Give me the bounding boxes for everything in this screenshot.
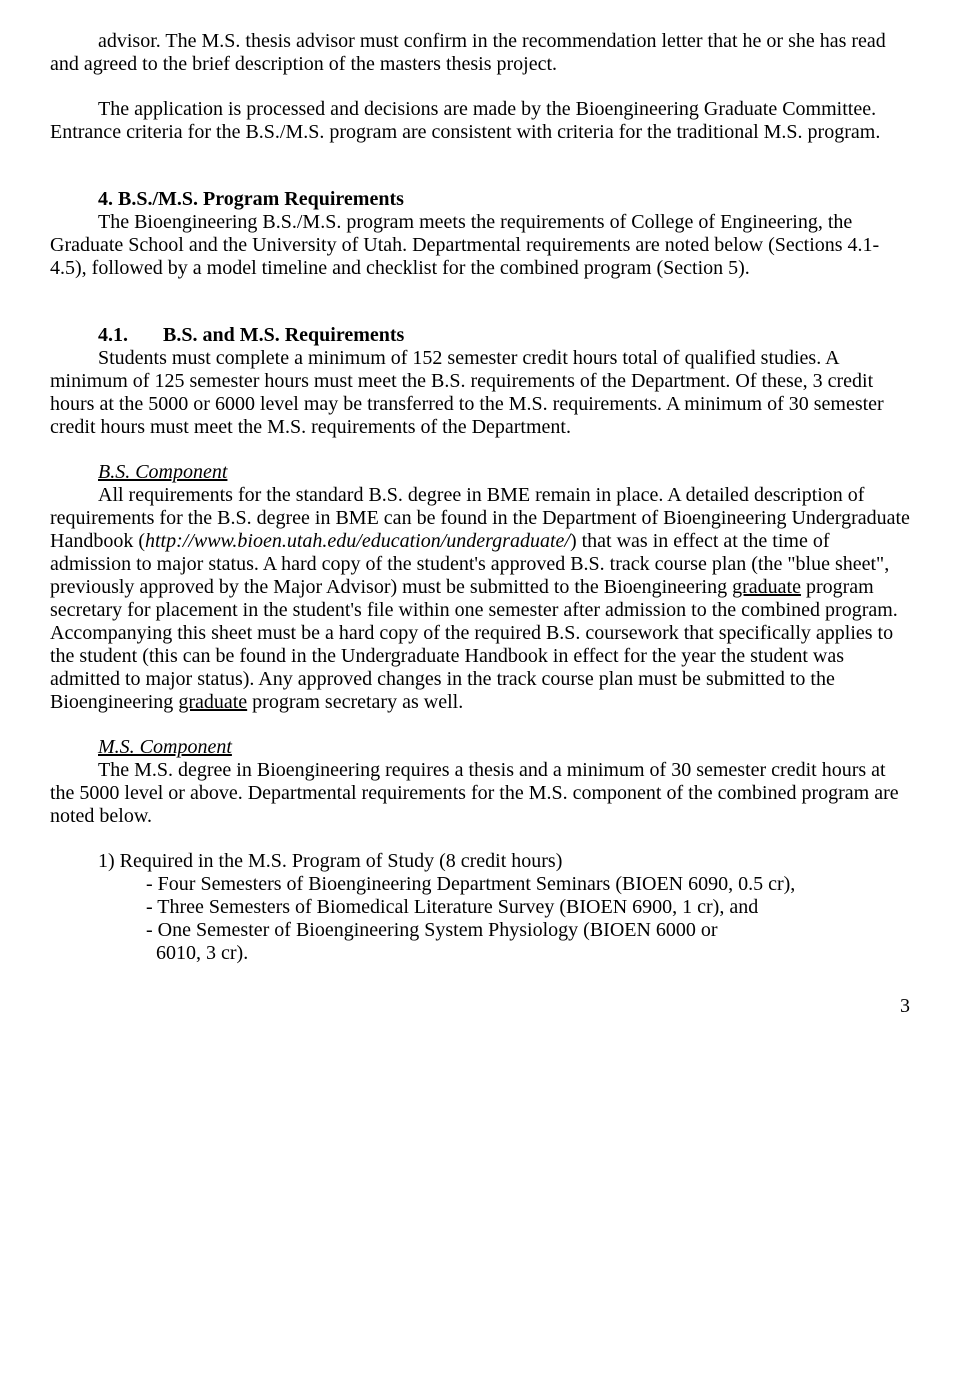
text-underlined: graduate <box>178 691 247 713</box>
subsection-title: B.S. Component <box>98 461 227 483</box>
section-number: 4.1. <box>98 324 128 346</box>
text: Students must complete a minimum of 152 … <box>98 347 756 369</box>
list-item: - Four Semesters of Bioengineering Depar… <box>50 873 910 896</box>
list-item: - One Semester of Bioengineering System … <box>50 919 910 942</box>
section-title: B.S./M.S. Program Requirements <box>118 188 404 210</box>
section-41-body: Students must complete a minimum of 152 … <box>50 347 910 439</box>
page-number: 3 <box>50 995 910 1018</box>
bs-component-title: B.S. Component <box>50 461 910 484</box>
url-text: http://www.bioen.utah.edu/education/unde… <box>145 530 570 552</box>
section-title: B.S. and M.S. Requirements <box>163 324 404 346</box>
paragraph-advisor: advisor. The M.S. thesis advisor must co… <box>50 30 910 76</box>
text: The application is processed and decisio… <box>98 98 777 120</box>
section-number: 4. <box>50 188 113 211</box>
text: - Four Semesters of Bioengineering Depar… <box>146 873 795 895</box>
text: 6010, 3 cr). <box>146 942 248 964</box>
text: - One Semester of Bioengineering System … <box>146 919 718 941</box>
section-4-body: The Bioengineering B.S./M.S. program mee… <box>50 211 910 280</box>
ms-component-body: The M.S. degree in Bioengineering requir… <box>50 759 910 828</box>
required-heading: 1) Required in the M.S. Program of Study… <box>50 850 910 873</box>
section-4-heading: 4. B.S./M.S. Program Requirements <box>50 188 910 211</box>
bs-component-body: All requirements for the standard B.S. d… <box>50 484 910 714</box>
text: All requirements for the standard B.S. d… <box>98 484 749 506</box>
text: advisor. The M.S. thesis advisor must co… <box>98 30 783 52</box>
text: - Three Semesters of Biomedical Literatu… <box>146 896 758 918</box>
list-item-continuation: 6010, 3 cr). <box>50 942 910 965</box>
paragraph-application: The application is processed and decisio… <box>50 98 910 144</box>
subsection-title: M.S. Component <box>98 736 232 758</box>
text: 3 <box>900 995 910 1017</box>
text: The M.S. degree in Bioengineering requir… <box>98 759 817 781</box>
text-underlined: graduate <box>732 576 801 598</box>
ms-component-title: M.S. Component <box>50 736 910 759</box>
text: program secretary as well. <box>247 691 463 713</box>
list-item: - Three Semesters of Biomedical Literatu… <box>50 896 910 919</box>
section-41-heading: 4.1. B.S. and M.S. Requirements <box>50 324 910 347</box>
text: The Bioengineering B.S./M.S. program mee… <box>98 211 715 233</box>
text: 1) Required in the M.S. Program of Study… <box>98 850 562 872</box>
